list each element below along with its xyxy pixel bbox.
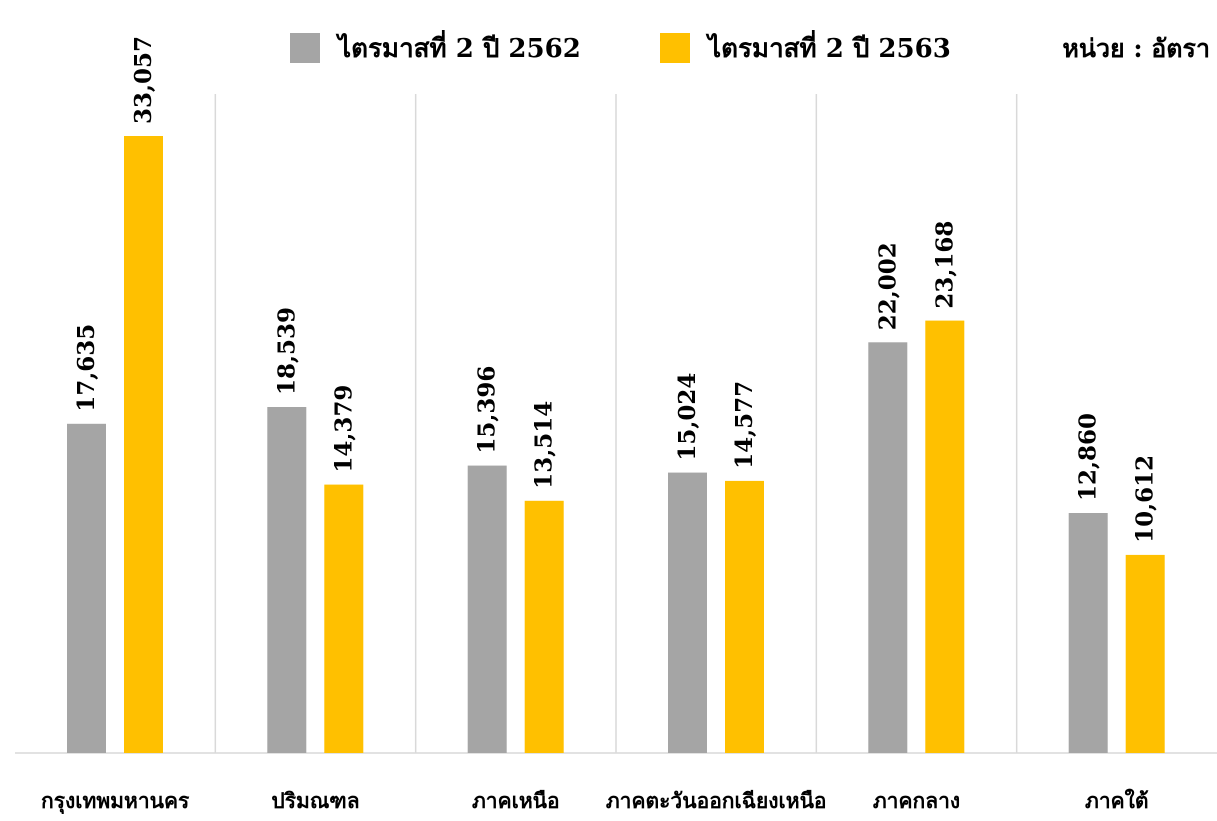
category-label: ภาคตะวันออกเฉียงเหนือ bbox=[606, 788, 827, 813]
bar bbox=[267, 407, 307, 753]
data-label: 15,024 bbox=[674, 373, 701, 461]
data-label: 15,396 bbox=[474, 366, 501, 454]
data-label: 17,635 bbox=[73, 324, 100, 412]
bar bbox=[467, 465, 507, 753]
legend-swatch-2563 bbox=[660, 33, 690, 63]
bar bbox=[1125, 554, 1165, 753]
bar bbox=[668, 472, 707, 753]
category-label: ภาคเหนือ bbox=[472, 788, 560, 813]
bar bbox=[1068, 513, 1108, 753]
data-label: 14,379 bbox=[330, 385, 357, 473]
unit-label: หน่วย : อัตรา bbox=[1062, 34, 1210, 63]
data-label: 14,577 bbox=[731, 381, 758, 469]
bar bbox=[324, 484, 364, 753]
data-label: 10,612 bbox=[1132, 455, 1159, 543]
data-label: 23,168 bbox=[931, 221, 958, 309]
bar bbox=[67, 423, 106, 753]
legend-label-2563: ไตรมาสที่ 2 ปี 2563 bbox=[705, 29, 951, 64]
category-label: ภาคกลาง bbox=[873, 788, 960, 813]
data-label: 13,514 bbox=[531, 401, 558, 489]
bar bbox=[725, 480, 764, 753]
bar bbox=[868, 342, 908, 753]
data-labels-group: 17,635 33,057 18,539 14,379 15,396 13,514 15,0… bbox=[73, 36, 1159, 543]
chart-legend: ไตรมาสที่ 2 ปี 2562 ไตรมาสที่ 2 ปี 2563 bbox=[290, 29, 951, 64]
bar bbox=[524, 500, 564, 753]
category-labels-group: กรุงเทพมหานคร ปริมณฑล ภาคเหนือ ภาคตะวันออกเ… bbox=[41, 788, 1149, 815]
bar bbox=[925, 320, 965, 753]
bar bbox=[124, 136, 163, 753]
data-label: 18,539 bbox=[273, 307, 300, 395]
bars-group bbox=[67, 136, 1165, 753]
data-label: 22,002 bbox=[874, 242, 901, 330]
category-label: กรุงเทพมหานคร bbox=[41, 788, 190, 815]
legend-swatch-2562 bbox=[290, 33, 320, 63]
category-label: ภาคใต้ bbox=[1085, 788, 1149, 813]
category-label: ปริมณฑล bbox=[271, 788, 359, 813]
legend-label-2562: ไตรมาสที่ 2 ปี 2562 bbox=[335, 29, 581, 64]
data-label: 33,057 bbox=[130, 36, 157, 124]
data-label: 12,860 bbox=[1075, 413, 1102, 501]
category-separators bbox=[214, 94, 1018, 753]
